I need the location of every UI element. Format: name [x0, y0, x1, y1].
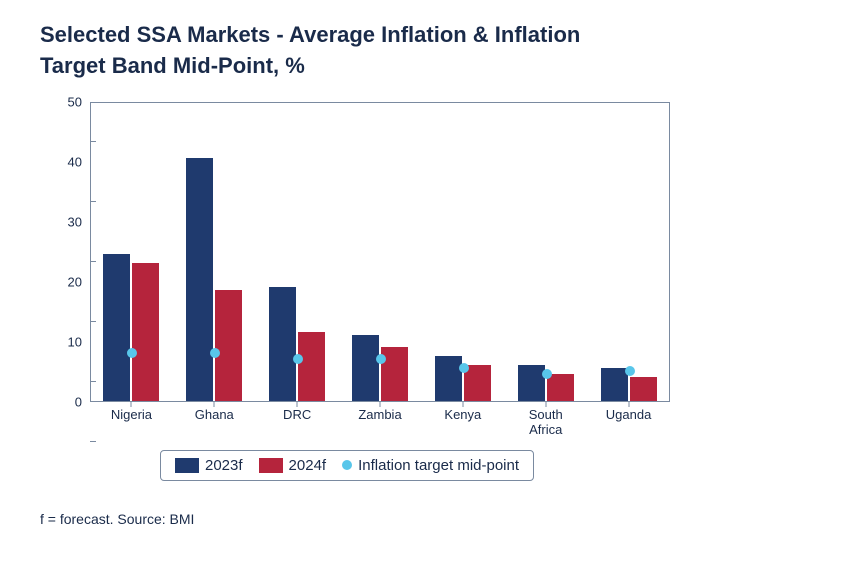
y-tick-mark [90, 321, 96, 322]
bar-s2024f [298, 332, 325, 401]
target-marker [542, 369, 552, 379]
country-group [91, 103, 174, 401]
plot-area [91, 103, 669, 401]
x-tick-label: Ghana [195, 408, 234, 423]
y-axis: 01020304050 [50, 102, 90, 402]
country-group [422, 103, 505, 401]
y-tick-mark [90, 381, 96, 382]
bar-s2023f [518, 365, 545, 401]
legend-item: 2024f [259, 457, 327, 474]
country-group [505, 103, 588, 401]
chart-title: Selected SSA Markets - Average Inflation… [40, 20, 620, 82]
legend-label: Inflation target mid-point [358, 457, 519, 474]
footnote: f = forecast. Source: BMI [40, 511, 801, 527]
legend-item: Inflation target mid-point [342, 457, 519, 474]
y-tick-label: 30 [68, 214, 82, 229]
chart: 01020304050 NigeriaGhanaDRCZambiaKenyaSo… [50, 102, 670, 442]
bar-s2023f [435, 356, 462, 401]
legend-label: 2023f [205, 457, 243, 474]
legend-swatch [259, 458, 283, 473]
target-marker [293, 354, 303, 364]
bar-s2023f [186, 158, 213, 401]
country-group [588, 103, 671, 401]
y-tick-label: 40 [68, 154, 82, 169]
y-tick-label: 0 [75, 394, 82, 409]
y-tick-mark [90, 441, 96, 442]
legend: 2023f 2024f Inflation target mid-point [160, 450, 534, 481]
bar-s2024f [547, 374, 574, 401]
bar-s2024f [215, 290, 242, 401]
target-marker [625, 366, 635, 376]
country-group [257, 103, 340, 401]
x-tick-label: South Africa [529, 408, 563, 438]
legend-swatch [175, 458, 199, 473]
bar-s2023f [601, 368, 628, 401]
bar-s2023f [269, 287, 296, 401]
country-group [174, 103, 257, 401]
bar-s2024f [132, 263, 159, 401]
x-tick-label: Kenya [444, 408, 481, 423]
x-axis: Nigeria Ghana DRC Zambia Kenya South Africa Ug… [90, 402, 670, 442]
legend-item: 2023f [175, 457, 243, 474]
y-tick-label: 20 [68, 274, 82, 289]
bar-s2023f [103, 254, 130, 401]
y-tick-label: 10 [68, 334, 82, 349]
target-marker [210, 348, 220, 358]
x-tick-label: Uganda [606, 408, 652, 423]
y-tick-mark [90, 141, 96, 142]
bar-s2023f [352, 335, 379, 401]
bar-s2024f [630, 377, 657, 401]
target-marker [459, 363, 469, 373]
legend-dot [342, 460, 352, 470]
y-tick-label: 50 [68, 94, 82, 109]
x-tick-label: Zambia [358, 408, 401, 423]
y-tick-mark [90, 261, 96, 262]
legend-label: 2024f [289, 457, 327, 474]
y-tick-mark [90, 201, 96, 202]
target-marker [127, 348, 137, 358]
x-tick-label: Nigeria [111, 408, 152, 423]
plot-border [90, 102, 670, 402]
target-marker [376, 354, 386, 364]
x-tick-label: DRC [283, 408, 311, 423]
country-group [340, 103, 423, 401]
